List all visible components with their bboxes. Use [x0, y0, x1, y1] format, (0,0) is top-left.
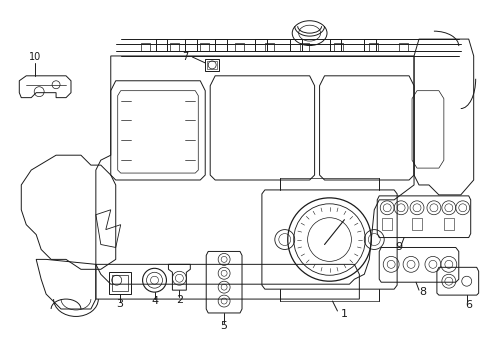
- Bar: [200, 43, 209, 51]
- Text: 7: 7: [182, 52, 188, 62]
- Bar: [215, 39, 226, 51]
- Text: 6: 6: [464, 300, 471, 310]
- Bar: [112, 275, 127, 291]
- Bar: [207, 61, 217, 69]
- Bar: [382, 218, 391, 230]
- Text: 2: 2: [176, 295, 183, 305]
- Text: 5: 5: [220, 321, 227, 331]
- Bar: [443, 218, 453, 230]
- Bar: [170, 43, 179, 51]
- Bar: [398, 43, 407, 51]
- Bar: [141, 43, 149, 51]
- Bar: [364, 39, 375, 51]
- Text: 4: 4: [151, 296, 158, 306]
- Bar: [329, 39, 341, 51]
- Bar: [235, 43, 244, 51]
- Text: 1: 1: [340, 309, 347, 319]
- Bar: [264, 43, 273, 51]
- Bar: [155, 39, 167, 51]
- Bar: [411, 218, 421, 230]
- Bar: [299, 43, 308, 51]
- Text: 10: 10: [29, 52, 41, 62]
- Text: 3: 3: [116, 299, 123, 309]
- Bar: [185, 39, 197, 51]
- Bar: [334, 43, 343, 51]
- Bar: [205, 59, 219, 71]
- Bar: [254, 39, 266, 51]
- Text: 8: 8: [419, 287, 426, 297]
- Bar: [289, 39, 301, 51]
- Bar: [368, 43, 377, 51]
- Text: 9: 9: [395, 243, 402, 252]
